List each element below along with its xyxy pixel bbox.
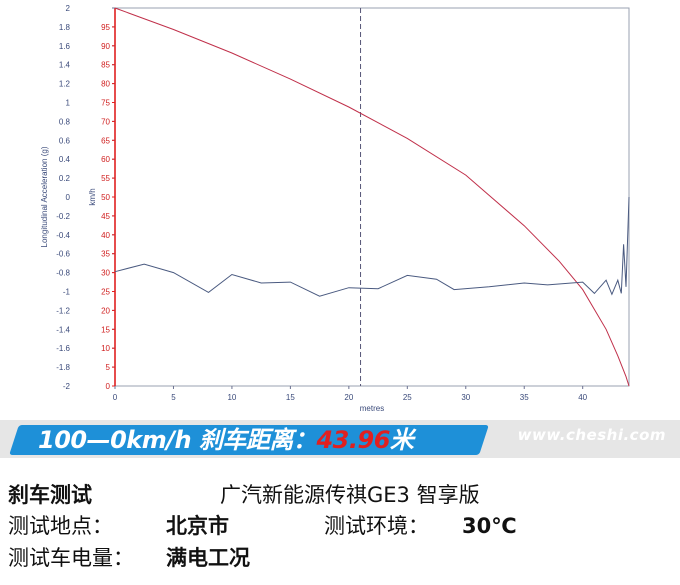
plot-frame — [114, 7, 630, 387]
x-tick-label: 15 — [286, 393, 295, 402]
x-tick-label: 20 — [344, 393, 353, 402]
x-tick-label: 30 — [461, 393, 470, 402]
right-tick-label: 90 — [101, 42, 110, 51]
right-tick-label: 45 — [101, 212, 110, 221]
right-tick-label: 35 — [101, 250, 110, 259]
right-tick-label: 95 — [101, 23, 110, 32]
x-axis-label: metres — [360, 404, 384, 413]
left-tick-label: 0.8 — [59, 117, 71, 126]
left-tick-label: -0.2 — [56, 212, 70, 221]
info-line-location: 测试地点： 北京市 测试环境： 30℃ — [8, 511, 517, 541]
left-tick-label: 0.6 — [59, 136, 71, 145]
x-tick-label: 25 — [403, 393, 412, 402]
braking-distance-headline: 100—0km/h 刹车距离：43.96米 — [38, 424, 414, 456]
test-title: 刹车测试 — [8, 483, 92, 507]
right-tick-label: 55 — [101, 174, 110, 183]
right-tick-label: 70 — [101, 117, 110, 126]
environment-value: 30℃ — [462, 514, 517, 538]
info-line-battery: 测试车电量： 满电工况 — [8, 543, 250, 573]
right-tick-label: 30 — [101, 269, 110, 278]
site-watermark: www.cheshi.com — [517, 426, 666, 444]
left-tick-label: 1.4 — [59, 61, 71, 70]
left-tick-label: -1 — [63, 288, 71, 297]
left-tick-label: -1.2 — [56, 306, 70, 315]
right-tick-label: 40 — [101, 231, 110, 240]
left-tick-label: -2 — [63, 382, 71, 391]
left-tick-label: -1.6 — [56, 344, 70, 353]
x-tick-label: 5 — [171, 393, 176, 402]
right-tick-label: 65 — [101, 136, 110, 145]
left-tick-label: 1.2 — [59, 80, 71, 89]
left-tick-label: 2 — [66, 4, 71, 13]
info-line-title: 刹车测试 广汽新能源传祺GE3 智享版 — [8, 480, 480, 510]
x-tick-label: 40 — [578, 393, 587, 402]
left-tick-label: -1.4 — [56, 325, 70, 334]
speed-series-line — [114, 7, 630, 387]
x-tick-label: 10 — [227, 393, 236, 402]
right-tick-label: 50 — [101, 193, 110, 202]
left-axis-label: Longitudinal Acceleration (g) — [40, 146, 49, 247]
battery-value: 满电工况 — [166, 546, 250, 570]
left-tick-label: -1.8 — [56, 363, 70, 372]
left-tick-label: -0.4 — [56, 231, 70, 240]
left-tick-label: 0.4 — [59, 155, 71, 164]
left-tick-label: -0.6 — [56, 250, 70, 259]
braking-distance-value: 43.96 — [316, 426, 390, 454]
location-label: 测试地点： — [8, 514, 113, 538]
right-tick-label: 5 — [106, 363, 111, 372]
acceleration-series-line — [114, 196, 630, 297]
x-tick-label: 35 — [520, 393, 529, 402]
headline-prefix: 100—0km/h 刹车距离： — [38, 426, 317, 454]
right-tick-label: 0 — [106, 382, 111, 391]
left-tick-label: -0.8 — [56, 269, 70, 278]
headline-unit: 米 — [389, 426, 414, 454]
right-tick-label: 10 — [101, 344, 110, 353]
left-tick-label: 1.8 — [59, 23, 71, 32]
braking-chart: 2 1.8 1.6 1.4 1.2 1 0.8 0.6 0.4 0.2 0 -0.2 -0.4 -0.6 -… — [40, 4, 630, 413]
left-tick-label: 0.2 — [59, 174, 71, 183]
battery-label: 测试车电量： — [8, 546, 134, 570]
left-tick-label: 0 — [66, 193, 71, 202]
right-tick-label: 20 — [101, 306, 110, 315]
right-tick-label: 15 — [101, 325, 110, 334]
right-axis-label: km/h — [88, 188, 97, 205]
chart-svg: 2 1.8 1.6 1.4 1.2 1 0.8 0.6 0.4 0.2 0 -0.2 -0.4 -0.6 -… — [40, 4, 630, 413]
right-tick-label: 60 — [101, 155, 110, 164]
right-tick-label: 75 — [101, 99, 110, 108]
right-tick-label: 25 — [101, 288, 110, 297]
x-tick-label: 0 — [113, 393, 118, 402]
right-tick-label: 85 — [101, 61, 110, 70]
location-value: 北京市 — [166, 514, 229, 538]
environment-label: 测试环境： — [324, 514, 429, 538]
left-tick-label: 1 — [66, 99, 71, 108]
car-model: 广汽新能源传祺GE3 智享版 — [220, 483, 480, 507]
right-tick-label: 80 — [101, 80, 110, 89]
left-tick-label: 1.6 — [59, 42, 71, 51]
